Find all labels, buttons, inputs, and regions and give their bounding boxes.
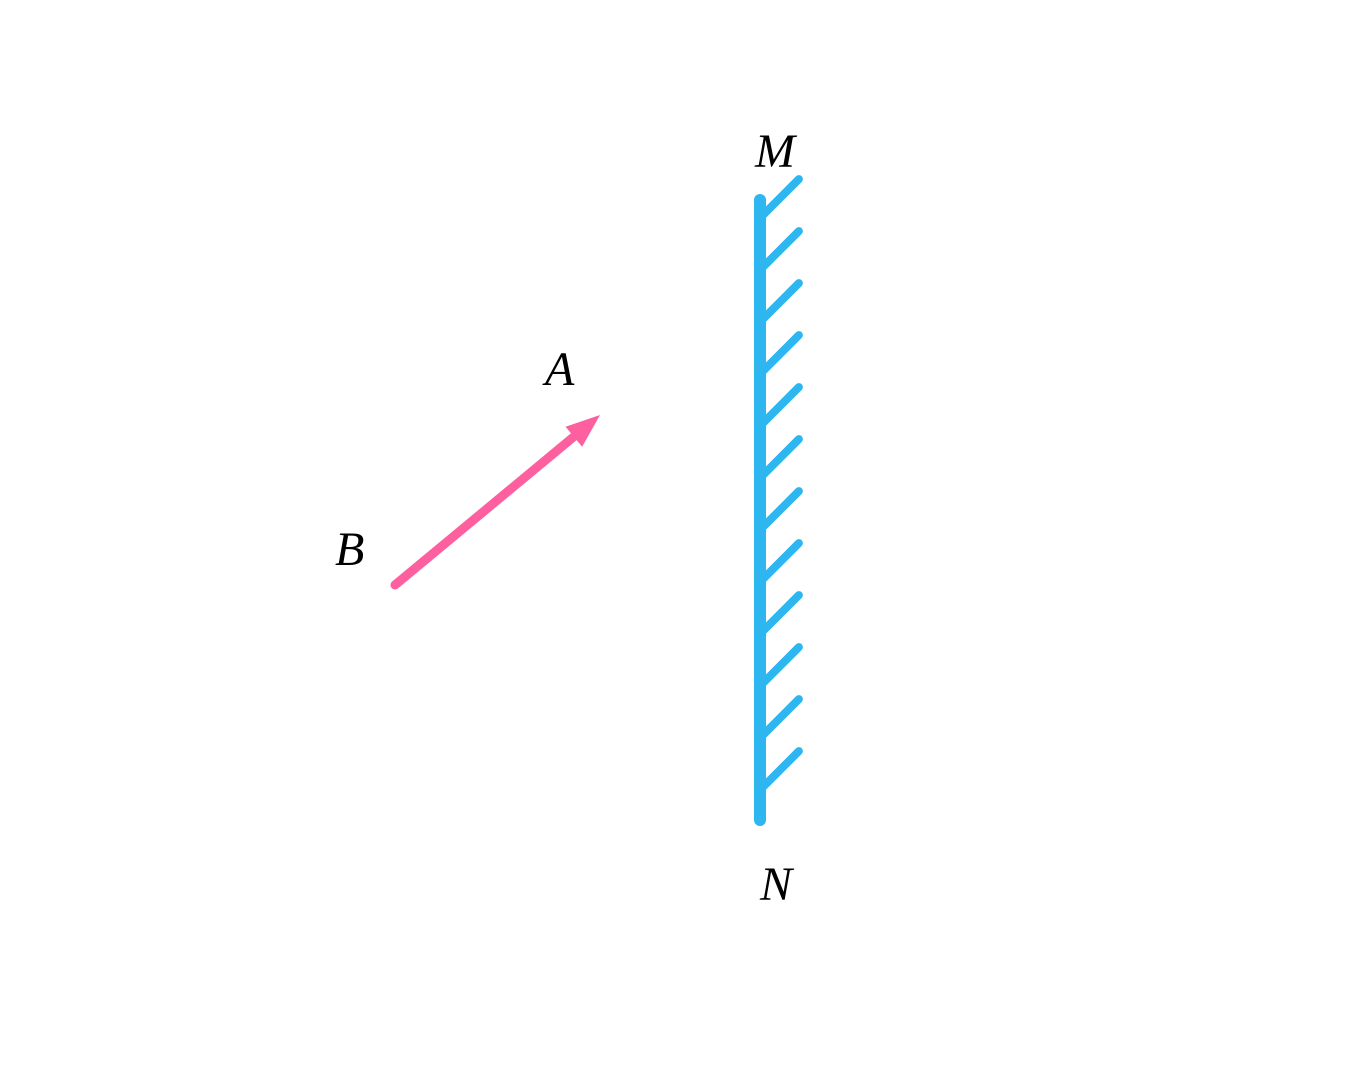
label-a: A [545,342,574,397]
incident-arrow [395,415,600,585]
optics-diagram [0,0,1350,1075]
label-n: N [760,857,792,912]
label-b: B [335,522,364,577]
label-m: M [755,124,795,179]
